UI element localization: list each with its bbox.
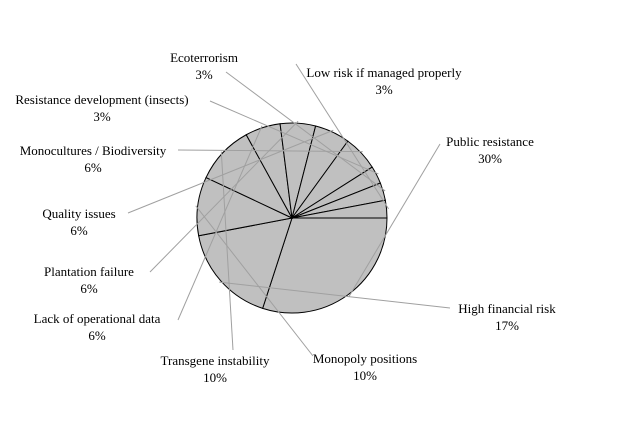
slice-value-label: 30% [478, 151, 502, 166]
leader-line [195, 205, 314, 357]
slice-value-label: 3% [375, 82, 393, 97]
leader-line [225, 71, 386, 192]
slice-value-label: 6% [80, 281, 98, 296]
slice-labels: Public resistance 30% High financial risk 1… [15, 50, 556, 385]
slice-label: Ecoterrorism [170, 50, 238, 65]
slice-label: Public resistance [446, 134, 534, 149]
slice-label: Monocultures / Biodiversity [20, 143, 167, 158]
slice-value-label: 3% [195, 67, 213, 82]
leader-line [149, 120, 299, 273]
slice-value-label: 6% [70, 223, 88, 238]
slice-value-label: 3% [93, 109, 111, 124]
slice-label: Resistance development (insects) [15, 92, 188, 107]
slice-label: Lack of operational data [34, 311, 161, 326]
leader-line [219, 281, 451, 309]
slice-label: Quality issues [42, 206, 115, 221]
slice-label: Low risk if managed properly [306, 65, 462, 80]
leader-line [127, 129, 334, 214]
pie-slice [198, 217, 293, 309]
slice-label: Monopoly positions [313, 351, 417, 366]
leader-line [220, 151, 234, 351]
pie-slice [291, 199, 388, 219]
slice-label: Transgene instability [161, 353, 270, 368]
slice-value-label: 10% [353, 368, 377, 383]
leader-line [295, 63, 389, 210]
pie-slice [262, 217, 388, 314]
slice-label: Plantation failure [44, 264, 134, 279]
leader-line [209, 100, 379, 175]
slice-value-label: 17% [495, 318, 519, 333]
slice-value-label: 6% [84, 160, 102, 175]
leader-line [348, 143, 441, 297]
slice-value-label: 6% [88, 328, 106, 343]
leader-lines [127, 63, 451, 357]
slice-value-label: 10% [203, 370, 227, 385]
leader-line [177, 125, 263, 321]
slice-label: High financial risk [458, 301, 556, 316]
